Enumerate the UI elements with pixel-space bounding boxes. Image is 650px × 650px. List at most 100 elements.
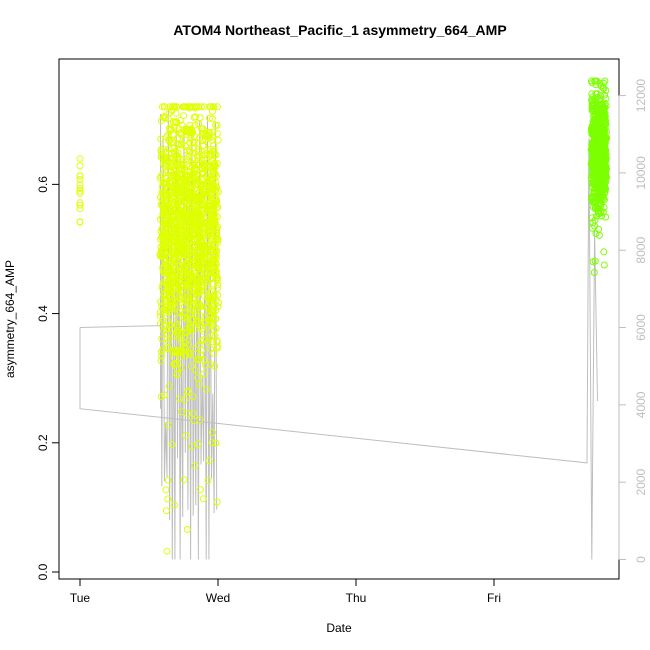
data-point bbox=[201, 219, 209, 227]
data-point bbox=[194, 171, 202, 179]
data-point bbox=[176, 395, 183, 403]
x-tick-label: Tue bbox=[70, 591, 91, 605]
data-point bbox=[208, 299, 216, 307]
data-point bbox=[164, 476, 172, 484]
data-point bbox=[201, 273, 208, 281]
data-point bbox=[195, 194, 203, 201]
data-point bbox=[202, 249, 210, 257]
data-point bbox=[174, 285, 182, 293]
data-point bbox=[172, 329, 180, 336]
data-point bbox=[596, 79, 604, 87]
data-point bbox=[196, 134, 204, 142]
data-point bbox=[159, 264, 167, 272]
data-point bbox=[186, 230, 194, 238]
data-point bbox=[197, 303, 205, 310]
data-point bbox=[197, 486, 204, 494]
data-point bbox=[196, 114, 204, 122]
data-point bbox=[171, 205, 179, 213]
data-point bbox=[188, 252, 196, 259]
data-point bbox=[212, 182, 220, 190]
data-point bbox=[182, 345, 190, 353]
data-point bbox=[210, 252, 218, 260]
data-point bbox=[201, 248, 209, 256]
data-point bbox=[194, 180, 201, 188]
y-right-tick-label: 0 bbox=[634, 556, 648, 563]
data-point bbox=[208, 338, 216, 345]
data-point bbox=[191, 197, 199, 205]
data-point bbox=[171, 359, 178, 367]
y-left-tick-label: 0.6 bbox=[36, 176, 50, 193]
data-point bbox=[165, 272, 173, 280]
data-point bbox=[210, 166, 217, 174]
data-point bbox=[197, 312, 205, 320]
data-point bbox=[169, 144, 177, 152]
data-point bbox=[207, 151, 215, 159]
data-point bbox=[592, 120, 600, 128]
data-point bbox=[173, 321, 181, 329]
data-point bbox=[197, 218, 204, 226]
data-point bbox=[198, 152, 206, 160]
data-point bbox=[76, 218, 84, 226]
data-point bbox=[182, 155, 190, 163]
data-point bbox=[186, 168, 194, 176]
depth-line-main bbox=[79, 138, 598, 560]
data-point bbox=[162, 507, 170, 515]
data-point bbox=[199, 243, 207, 251]
data-point bbox=[169, 347, 177, 355]
data-point bbox=[212, 224, 220, 232]
data-point bbox=[172, 210, 180, 218]
data-point bbox=[189, 272, 197, 280]
depth-line-bridge bbox=[79, 325, 161, 328]
y-right-tick-label: 8000 bbox=[634, 237, 648, 264]
data-point bbox=[212, 172, 220, 180]
data-point bbox=[189, 247, 196, 255]
data-point bbox=[209, 128, 217, 136]
data-point bbox=[196, 355, 204, 363]
data-point bbox=[169, 302, 177, 310]
data-point bbox=[165, 136, 173, 144]
data-point bbox=[209, 103, 217, 111]
data-point bbox=[191, 223, 199, 231]
data-point bbox=[180, 251, 187, 259]
data-point bbox=[196, 261, 204, 269]
data-point bbox=[171, 224, 179, 232]
data-point bbox=[212, 268, 220, 276]
data-point bbox=[212, 315, 220, 323]
data-point bbox=[173, 103, 181, 111]
data-point bbox=[189, 259, 197, 267]
data-point bbox=[173, 272, 181, 280]
data-point bbox=[200, 129, 208, 137]
data-point bbox=[588, 214, 596, 222]
y-left-tick-label: 0.0 bbox=[36, 563, 50, 580]
data-point bbox=[590, 269, 598, 276]
data-point bbox=[597, 190, 605, 198]
data-point bbox=[180, 476, 188, 484]
data-point bbox=[167, 216, 175, 224]
data-point bbox=[187, 323, 194, 331]
data-point bbox=[194, 152, 201, 160]
data-point bbox=[203, 162, 211, 170]
data-point bbox=[157, 215, 164, 223]
data-point bbox=[201, 292, 208, 300]
data-point bbox=[189, 149, 196, 157]
data-point bbox=[214, 136, 222, 144]
data-point bbox=[170, 332, 178, 340]
data-point bbox=[180, 177, 188, 185]
data-point bbox=[193, 274, 201, 282]
data-point bbox=[191, 345, 199, 353]
y-right-tick-label: 12000 bbox=[634, 79, 648, 113]
data-point bbox=[208, 133, 216, 141]
data-point bbox=[76, 201, 84, 209]
data-point bbox=[187, 184, 194, 191]
data-point bbox=[202, 361, 209, 369]
data-point bbox=[176, 265, 184, 273]
data-point bbox=[168, 441, 176, 448]
data-point bbox=[601, 156, 609, 164]
data-point bbox=[187, 103, 195, 111]
data-point bbox=[166, 293, 174, 301]
data-point bbox=[590, 161, 598, 169]
data-point bbox=[209, 108, 216, 115]
data-point bbox=[591, 257, 599, 265]
data-point bbox=[590, 131, 598, 139]
data-point bbox=[601, 163, 609, 171]
